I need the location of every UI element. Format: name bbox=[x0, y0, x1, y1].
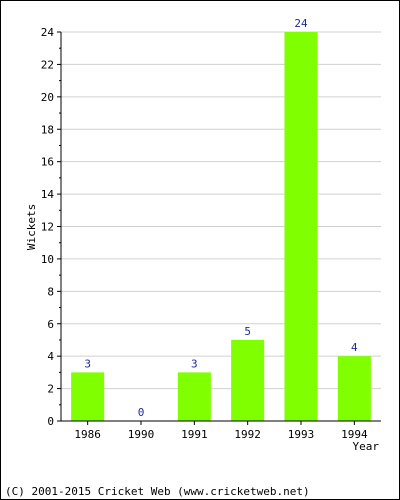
data-labels: 3 0 3 5 24 4 bbox=[84, 17, 358, 419]
y-tick-label: 12 bbox=[41, 221, 54, 234]
y-tick-label: 10 bbox=[41, 253, 54, 266]
copyright-text: (C) 2001-2015 Cricket Web (www.cricketwe… bbox=[5, 485, 310, 498]
y-tick-label: 8 bbox=[47, 285, 54, 298]
y-tick-label: 18 bbox=[41, 123, 54, 136]
y-tick-label: 0 bbox=[47, 415, 54, 428]
y-tick-label: 16 bbox=[41, 156, 54, 169]
data-label-1993: 24 bbox=[294, 17, 308, 30]
y-tick-label: 20 bbox=[41, 91, 54, 104]
bar-1993 bbox=[284, 32, 318, 421]
x-axis-label: Year bbox=[353, 440, 380, 453]
y-tick-label: 4 bbox=[47, 350, 54, 363]
x-tick-label: 1994 bbox=[341, 428, 368, 441]
x-tick-label: 1991 bbox=[181, 428, 208, 441]
y-tick-label: 14 bbox=[41, 188, 55, 201]
bar-1994 bbox=[337, 356, 371, 421]
data-label-1992: 5 bbox=[244, 325, 251, 338]
data-label-1986: 3 bbox=[84, 357, 91, 370]
x-tick-label: 1990 bbox=[128, 428, 155, 441]
bar-1986 bbox=[71, 372, 105, 421]
y-tick-label: 22 bbox=[41, 58, 54, 71]
bar-1992 bbox=[231, 339, 265, 421]
y-tick-label: 2 bbox=[47, 383, 54, 396]
x-tick-label: 1992 bbox=[234, 428, 261, 441]
data-label-1990: 0 bbox=[138, 406, 145, 419]
y-tick-label: 6 bbox=[47, 318, 54, 331]
bars bbox=[71, 32, 371, 421]
x-tick-label: 1993 bbox=[288, 428, 315, 441]
bar-1991 bbox=[177, 372, 211, 421]
x-ticks: 1986 1990 1991 1992 1993 1994 bbox=[74, 421, 368, 441]
data-label-1994: 4 bbox=[351, 341, 358, 354]
grid-lines bbox=[61, 31, 381, 390]
y-tick-label: 24 bbox=[41, 26, 55, 39]
data-label-1991: 3 bbox=[191, 357, 198, 370]
x-tick-label: 1986 bbox=[74, 428, 101, 441]
y-axis-label: Wickets bbox=[25, 204, 38, 250]
